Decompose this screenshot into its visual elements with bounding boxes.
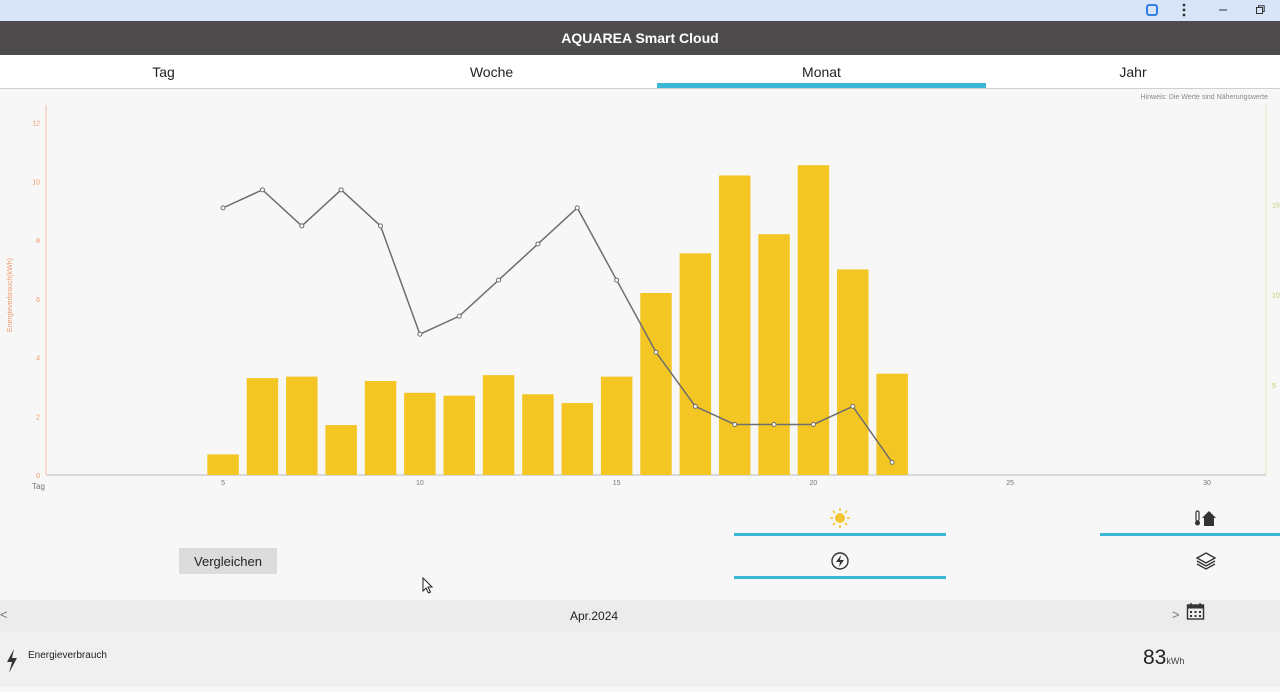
house-temperature-toggle[interactable] [1100, 506, 1280, 534]
mouse-cursor-icon [422, 577, 434, 594]
bar-day-20 [797, 165, 830, 475]
extension-icon[interactable] [1144, 2, 1160, 18]
temperature-point-day-11 [456, 313, 462, 319]
house-temperature-toggle-underline [1100, 533, 1280, 536]
layers-icon [1195, 551, 1217, 576]
restore-icon[interactable] [1252, 2, 1268, 18]
y2-tick-label: 5 [1272, 383, 1276, 390]
temperature-line [222, 188, 893, 463]
temperature-point-day-15 [614, 277, 620, 283]
tab-monat[interactable]: Monat [657, 55, 986, 88]
approximation-hint: Hinweis: Die Werte sind Näherungswerte [1140, 94, 1268, 101]
x-axis-label: Tag [32, 482, 45, 491]
active-tab-indicator [657, 83, 986, 88]
sun-toggle[interactable] [734, 506, 946, 534]
y-tick-label: 6 [36, 297, 40, 304]
temperature-point-day-16 [653, 349, 659, 355]
energy-total-value: 83 [1143, 646, 1167, 669]
house-temperature-icon [1194, 508, 1218, 533]
bar-day-12 [482, 375, 515, 475]
calendar-icon[interactable] [1186, 602, 1205, 626]
bar-day-22 [876, 373, 908, 475]
y2-tick-label: 10 [1272, 293, 1280, 300]
bar-day-5 [207, 454, 239, 475]
temperature-point-day-19 [771, 421, 777, 427]
temperature-point-day-6 [259, 187, 265, 193]
y-tick-label: 0 [36, 473, 40, 480]
energy-toggle-underline [734, 576, 946, 579]
lightning-icon [6, 649, 18, 678]
app-title: AQUAREA Smart Cloud [561, 30, 719, 46]
temperature-point-day-17 [692, 403, 698, 409]
y-tick-label: 12 [32, 121, 40, 128]
tab-woche[interactable]: Woche [327, 55, 656, 88]
previous-month-button[interactable]: < [0, 607, 8, 622]
temperature-point-day-10 [417, 331, 423, 337]
date-navigation: < Apr.2024 > [0, 600, 1280, 632]
energy-chart-svg: 5 10 15 20 25 30 0 2 4 6 8 10 12 5 10 15 Tag Energiev… [7, 105, 1280, 491]
y-tick-label: 10 [32, 179, 40, 186]
sun-toggle-underline [734, 533, 946, 536]
tab-tag-label: Tag [152, 63, 175, 80]
minimize-icon[interactable] [1215, 2, 1231, 18]
layers-toggle[interactable] [1100, 549, 1280, 577]
period-tabs: Tag Woche Monat Jahr [0, 55, 1280, 89]
next-month-button[interactable]: > [1172, 607, 1180, 622]
energy-total-bar: Energieverbrauch 83kWh [0, 632, 1280, 687]
y-tick-label: 2 [36, 414, 40, 421]
tab-woche-label: Woche [469, 63, 514, 80]
bar-day-11 [443, 395, 475, 475]
x-tick-label: 25 [1006, 480, 1014, 487]
bar-day-18 [718, 175, 751, 475]
energy-icon [829, 550, 851, 577]
bar-day-21 [837, 269, 869, 475]
x-tick-label: 15 [613, 480, 621, 487]
compare-button[interactable]: Vergleichen [179, 548, 277, 574]
current-month: Apr.2024 [570, 609, 619, 623]
bar-day-9 [364, 381, 397, 475]
energy-total-unit: kWh [1166, 656, 1185, 666]
bar-day-8 [325, 425, 357, 475]
bar-day-15 [600, 376, 633, 475]
tab-tag[interactable]: Tag [0, 55, 327, 88]
energy-toggle[interactable] [734, 549, 946, 577]
x-tick-label: 20 [810, 480, 818, 487]
bar-day-17 [679, 253, 712, 475]
menu-dots-icon[interactable] [1176, 2, 1192, 18]
browser-bar [0, 0, 1280, 21]
bar-day-14 [561, 403, 594, 475]
temperature-point-day-12 [496, 277, 502, 283]
y-axis-label: Energieverbrauch(kWh) [7, 258, 14, 332]
y-tick-label: 4 [36, 356, 40, 363]
tab-jahr[interactable]: Jahr [986, 55, 1280, 88]
bar-day-19 [758, 234, 790, 475]
temperature-point-day-18 [732, 421, 738, 427]
tab-jahr-label: Jahr [1119, 63, 1147, 80]
temperature-point-day-20 [810, 421, 816, 427]
temperature-point-day-13 [535, 241, 541, 247]
energy-chart: 5 10 15 20 25 30 0 2 4 6 8 10 12 5 10 15 Tag Energiev… [0, 89, 1280, 494]
temperature-point-day-9 [378, 223, 384, 229]
x-tick-label: 10 [416, 480, 424, 487]
bar-day-10 [404, 392, 436, 475]
app-title-bar: AQUAREA Smart Cloud [0, 21, 1280, 55]
sun-icon [829, 507, 851, 534]
temperature-point-day-21 [850, 403, 856, 409]
temperature-point-day-5 [220, 205, 226, 211]
x-tick-label: 5 [221, 480, 225, 487]
temperature-point-day-7 [299, 223, 305, 229]
temperature-point-day-14 [574, 205, 580, 211]
y-tick-label: 8 [36, 238, 40, 245]
y2-tick-label: 15 [1272, 202, 1280, 209]
energy-label: Energieverbrauch [28, 650, 107, 661]
temperature-point-day-8 [338, 187, 344, 193]
x-tick-label: 30 [1203, 480, 1211, 487]
bar-day-7 [286, 376, 318, 475]
temperature-point-day-22 [889, 459, 895, 465]
bar-day-16 [640, 292, 672, 475]
tab-monat-label: Monat [802, 63, 841, 80]
bar-day-6 [246, 378, 279, 475]
bar-day-13 [522, 394, 554, 475]
